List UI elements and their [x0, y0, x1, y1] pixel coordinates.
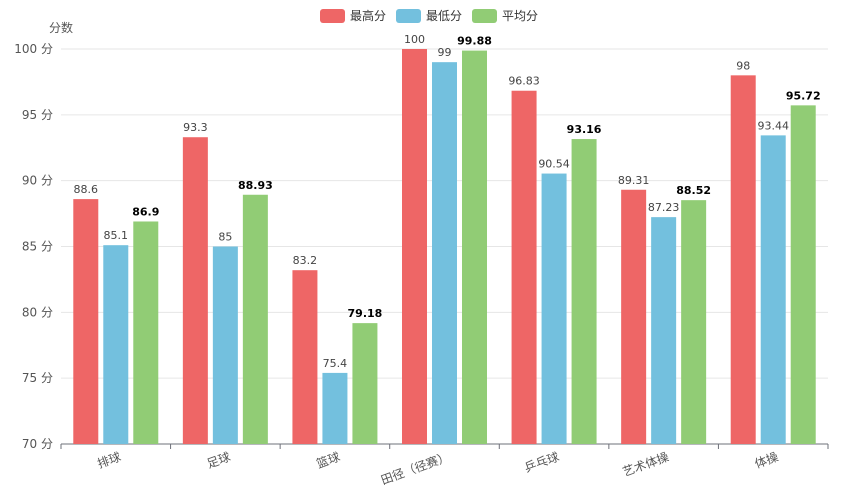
bar-value-label: 93.44: [757, 119, 789, 132]
bar-value-label: 85: [218, 231, 232, 244]
bar[interactable]: [681, 200, 707, 444]
x-tick-label: 田径（径赛）: [379, 449, 452, 488]
x-tick-label: 艺术体操: [620, 449, 670, 480]
y-tick-label: 80 分: [22, 305, 53, 319]
bar-value-label: 98: [736, 59, 750, 72]
bar-value-label: 93.16: [567, 123, 602, 136]
bar[interactable]: [322, 372, 348, 444]
bar[interactable]: [571, 139, 597, 444]
bar[interactable]: [402, 49, 427, 444]
bar[interactable]: [432, 62, 457, 445]
bar[interactable]: [651, 217, 677, 444]
bar-value-label: 100: [404, 33, 425, 46]
bar-value-label: 99: [438, 46, 452, 59]
legend-item-avg[interactable]: 平均分: [472, 7, 538, 24]
bar[interactable]: [292, 270, 318, 444]
bar-value-label: 88.93: [238, 179, 273, 192]
bar[interactable]: [790, 105, 816, 444]
y-tick-label: 75 分: [22, 371, 53, 385]
legend-swatch-avg: [472, 8, 497, 23]
bar[interactable]: [73, 199, 99, 444]
bar[interactable]: [621, 189, 647, 444]
bar-value-label: 99.88: [457, 35, 492, 48]
bar[interactable]: [352, 323, 378, 444]
x-tick-label: 篮球: [314, 449, 342, 471]
bar-value-label: 88.6: [74, 183, 99, 196]
bar-value-label: 88.52: [676, 184, 711, 197]
bar[interactable]: [541, 173, 567, 444]
bar[interactable]: [730, 75, 756, 444]
bar-value-label: 79.18: [348, 307, 383, 320]
bar[interactable]: [212, 246, 238, 445]
x-tick-label: 体操: [753, 449, 781, 471]
bar-value-label: 95.72: [786, 89, 821, 102]
legend-label-avg: 平均分: [502, 9, 539, 23]
bar[interactable]: [760, 135, 786, 444]
bar-value-label: 83.2: [293, 254, 318, 267]
x-tick-label: 排球: [95, 450, 122, 471]
bar-value-label: 89.31: [618, 174, 650, 187]
y-tick-label: 70 分: [22, 437, 53, 451]
legend-swatch-min: [395, 8, 421, 23]
bar[interactable]: [242, 194, 268, 444]
bar-value-label: 86.9: [132, 205, 159, 218]
bar[interactable]: [182, 137, 208, 444]
x-tick-label: 乒乓球: [522, 450, 561, 475]
bar[interactable]: [462, 50, 487, 444]
x-tick-label: 足球: [205, 450, 232, 471]
bar[interactable]: [511, 90, 537, 444]
bar[interactable]: [133, 221, 159, 444]
bar-value-label: 87.23: [648, 201, 680, 214]
legend-item-max[interactable]: 最高分: [319, 7, 386, 24]
legend-item-min[interactable]: 最低分: [395, 7, 462, 24]
y-tick-label: 85 分: [22, 240, 53, 254]
bar-value-label: 93.3: [183, 121, 208, 134]
y-tick-label: 90 分: [22, 174, 53, 188]
legend-label-max: 最高分: [349, 9, 386, 23]
legend-swatch-max: [319, 8, 345, 23]
legend: 最高分 最低分 平均分: [0, 7, 858, 24]
legend-label-min: 最低分: [425, 9, 462, 23]
bar-value-label: 85.1: [104, 229, 129, 242]
bar-value-label: 96.83: [508, 75, 540, 88]
y-tick-label: 95 分: [22, 108, 53, 122]
bar[interactable]: [103, 245, 129, 444]
y-tick-label: 100 分: [14, 42, 53, 56]
bar-value-label: 75.4: [323, 357, 348, 370]
bar-value-label: 90.54: [538, 158, 570, 171]
y-axis-title: 分数: [49, 21, 74, 35]
